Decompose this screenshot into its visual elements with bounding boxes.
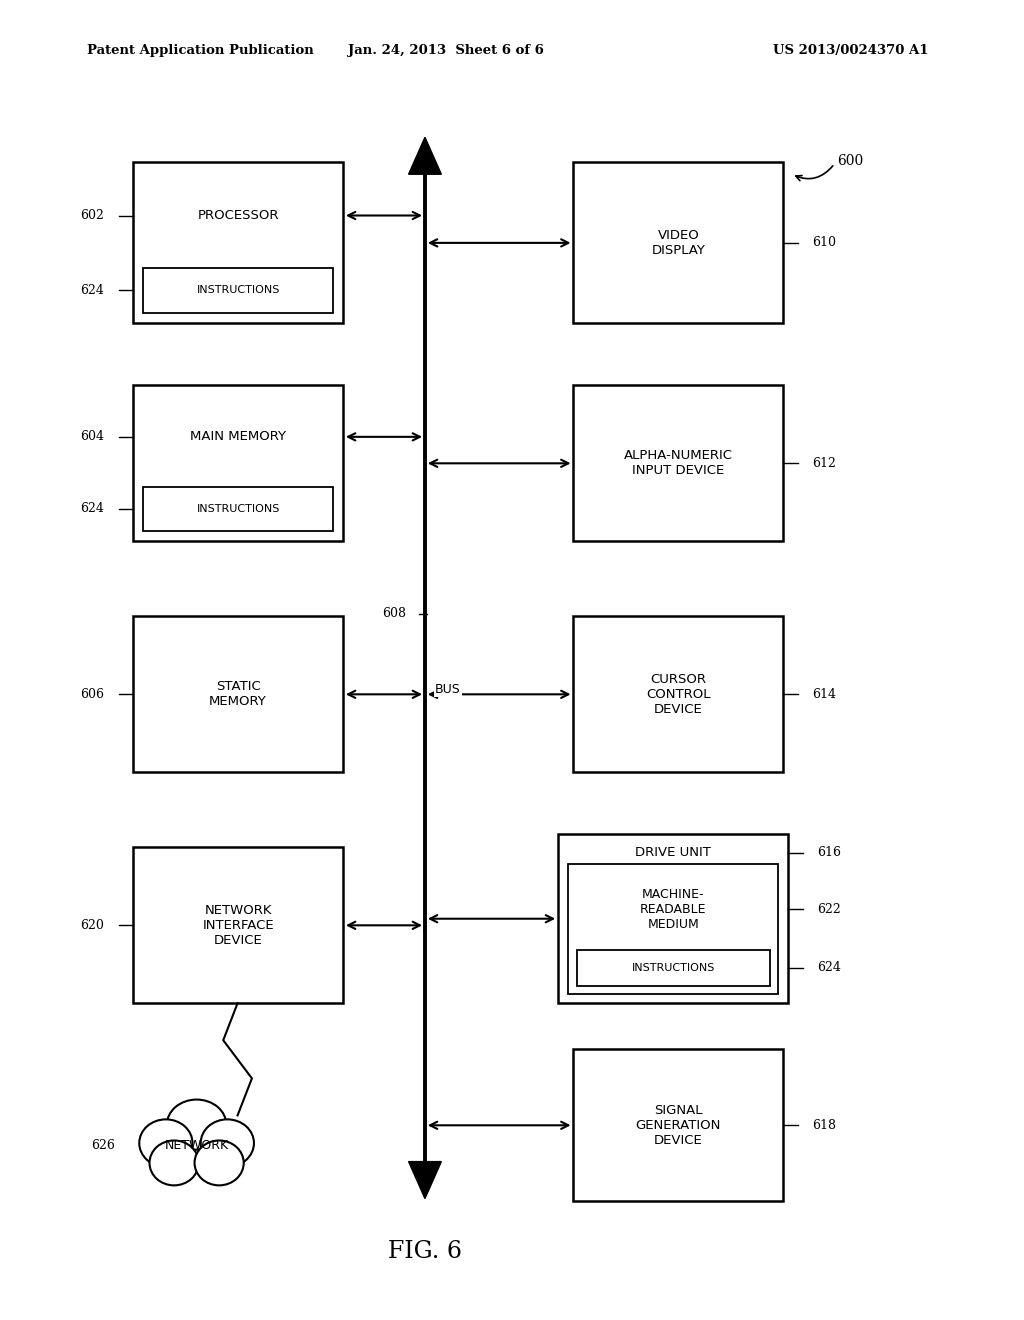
Text: SIGNAL
GENERATION
DEVICE: SIGNAL GENERATION DEVICE bbox=[636, 1104, 721, 1147]
FancyBboxPatch shape bbox=[133, 162, 343, 323]
Text: 606: 606 bbox=[81, 688, 104, 701]
Text: US 2013/0024370 A1: US 2013/0024370 A1 bbox=[773, 44, 929, 57]
Text: Patent Application Publication: Patent Application Publication bbox=[87, 44, 313, 57]
Text: 624: 624 bbox=[81, 284, 104, 297]
Text: 614: 614 bbox=[812, 688, 836, 701]
Text: FIG. 6: FIG. 6 bbox=[388, 1239, 462, 1263]
Text: PROCESSOR: PROCESSOR bbox=[198, 209, 279, 222]
Text: 620: 620 bbox=[81, 919, 104, 932]
FancyBboxPatch shape bbox=[143, 487, 333, 531]
Text: 626: 626 bbox=[91, 1139, 115, 1152]
FancyBboxPatch shape bbox=[133, 385, 343, 541]
Text: 610: 610 bbox=[812, 236, 836, 249]
Text: INSTRUCTIONS: INSTRUCTIONS bbox=[632, 962, 715, 973]
Polygon shape bbox=[409, 1162, 441, 1199]
Text: BUS: BUS bbox=[435, 682, 461, 696]
Text: 602: 602 bbox=[81, 209, 104, 222]
Text: Jan. 24, 2013  Sheet 6 of 6: Jan. 24, 2013 Sheet 6 of 6 bbox=[347, 44, 544, 57]
Text: VIDEO
DISPLAY: VIDEO DISPLAY bbox=[651, 228, 706, 257]
FancyBboxPatch shape bbox=[568, 863, 778, 994]
FancyBboxPatch shape bbox=[573, 1049, 783, 1201]
Ellipse shape bbox=[167, 1100, 226, 1150]
Text: 622: 622 bbox=[817, 903, 841, 916]
Text: CURSOR
CONTROL
DEVICE: CURSOR CONTROL DEVICE bbox=[646, 673, 711, 715]
Text: DRIVE UNIT: DRIVE UNIT bbox=[635, 846, 712, 859]
Ellipse shape bbox=[201, 1119, 254, 1167]
Text: INSTRUCTIONS: INSTRUCTIONS bbox=[197, 285, 280, 296]
FancyBboxPatch shape bbox=[558, 834, 788, 1003]
FancyBboxPatch shape bbox=[573, 616, 783, 772]
Text: INSTRUCTIONS: INSTRUCTIONS bbox=[197, 504, 280, 513]
FancyBboxPatch shape bbox=[133, 616, 343, 772]
FancyBboxPatch shape bbox=[573, 385, 783, 541]
FancyBboxPatch shape bbox=[133, 847, 343, 1003]
Text: ALPHA-NUMERIC
INPUT DEVICE: ALPHA-NUMERIC INPUT DEVICE bbox=[624, 449, 733, 478]
Text: NETWORK: NETWORK bbox=[165, 1139, 228, 1152]
Polygon shape bbox=[409, 137, 441, 174]
Text: 612: 612 bbox=[812, 457, 836, 470]
Ellipse shape bbox=[195, 1140, 244, 1185]
Text: 624: 624 bbox=[817, 961, 841, 974]
Ellipse shape bbox=[139, 1119, 193, 1167]
Text: MAIN MEMORY: MAIN MEMORY bbox=[190, 430, 286, 444]
Text: 608: 608 bbox=[383, 607, 407, 620]
Ellipse shape bbox=[150, 1140, 199, 1185]
FancyBboxPatch shape bbox=[143, 268, 333, 313]
FancyBboxPatch shape bbox=[577, 949, 770, 986]
Text: STATIC
MEMORY: STATIC MEMORY bbox=[209, 680, 267, 709]
Text: 624: 624 bbox=[81, 503, 104, 515]
FancyBboxPatch shape bbox=[573, 162, 783, 323]
Text: 618: 618 bbox=[812, 1119, 836, 1131]
Text: NETWORK
INTERFACE
DEVICE: NETWORK INTERFACE DEVICE bbox=[203, 904, 273, 946]
Text: 600: 600 bbox=[837, 154, 863, 168]
Text: 604: 604 bbox=[81, 430, 104, 444]
Text: MACHINE-
READABLE
MEDIUM: MACHINE- READABLE MEDIUM bbox=[640, 888, 707, 931]
Text: 616: 616 bbox=[817, 846, 841, 859]
